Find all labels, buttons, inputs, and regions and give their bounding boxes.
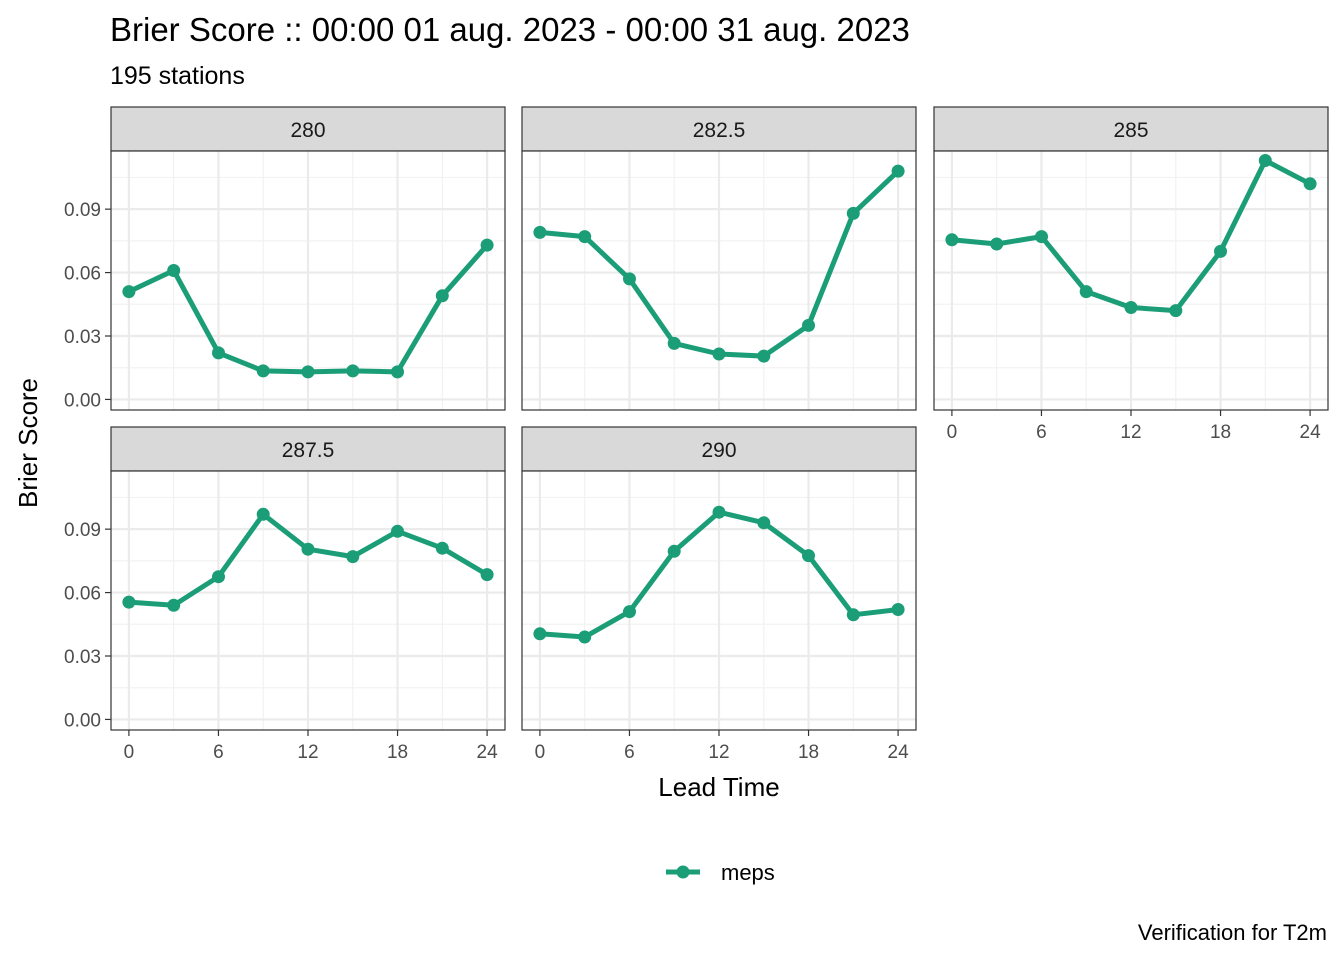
data-point [346, 550, 360, 564]
chart-caption: Verification for T2m [1138, 920, 1327, 945]
facet-strip [521, 106, 917, 152]
data-point [623, 605, 636, 619]
y-tick-label: 0.03 [64, 327, 101, 348]
data-point [578, 230, 592, 244]
x-tick-label: 6 [213, 742, 224, 763]
facet-panel-280: 280 0.00 0.03 0.06 0.09 [64, 106, 506, 411]
data-point [891, 603, 905, 616]
data-point [667, 544, 681, 558]
data-point [212, 346, 225, 360]
facet-strip-label: 282.5 [693, 119, 746, 142]
data-point [802, 549, 815, 563]
legend-label-meps: meps [721, 860, 775, 885]
data-point [533, 627, 547, 641]
facet-panel-287.5: 287.5 0.00 0.03 0.06 0.09 0 6 12 18 24 [64, 426, 506, 763]
data-point [757, 516, 771, 530]
data-point [1214, 244, 1227, 258]
facet-strip-label: 280 [290, 119, 325, 142]
facet-strip-label: 285 [1113, 119, 1148, 142]
data-point [391, 365, 404, 379]
x-tick-label: 18 [387, 742, 408, 763]
data-point [301, 365, 315, 379]
data-point [167, 598, 181, 612]
x-tick-label: 24 [888, 742, 910, 763]
data-point [712, 505, 726, 519]
data-point [578, 630, 592, 644]
x-tick-label: 18 [1210, 422, 1231, 443]
data-point [1169, 304, 1183, 318]
data-point [167, 264, 181, 277]
data-point [802, 318, 815, 332]
panel-border [110, 150, 506, 411]
data-point [990, 237, 1004, 251]
x-tick-label: 0 [124, 742, 135, 763]
facet-strip [110, 426, 506, 472]
y-tick-label: 0.06 [64, 264, 101, 285]
facet-strip [521, 426, 917, 472]
x-tick-label: 6 [624, 742, 635, 763]
data-point [846, 608, 860, 622]
x-tick-label: 24 [1300, 422, 1322, 443]
chart-title: Brier Score :: 00:00 01 aug. 2023 - 00:0… [110, 11, 910, 48]
data-point [256, 364, 270, 378]
data-point [667, 336, 681, 350]
legend-key-point [676, 865, 690, 879]
data-point [1035, 230, 1048, 244]
x-tick-label: 0 [947, 422, 958, 443]
data-point [346, 364, 360, 378]
x-tick-label: 24 [477, 742, 499, 763]
x-tick-label: 12 [708, 742, 729, 763]
x-tick-label: 12 [1120, 422, 1141, 443]
data-point [1079, 285, 1093, 299]
data-point [891, 164, 905, 178]
x-tick-label: 18 [798, 742, 819, 763]
data-point [945, 233, 959, 247]
y-tick-label: 0.00 [64, 710, 101, 731]
data-point [435, 541, 449, 555]
data-point [623, 272, 636, 286]
y-axis-label: Brier Score [13, 378, 43, 508]
facet-panel-290: 290 0 6 12 18 24 [521, 426, 917, 763]
data-point [533, 225, 547, 239]
y-tick-label: 0.03 [64, 647, 101, 668]
data-point [712, 347, 726, 361]
facet-panel-285: 285 0 6 12 18 24 [933, 106, 1329, 443]
data-point [212, 570, 225, 584]
data-point [1124, 301, 1138, 314]
y-tick-label: 0.09 [64, 200, 101, 221]
data-point [435, 289, 449, 303]
data-point [391, 524, 404, 538]
data-point [122, 595, 136, 609]
data-point [480, 568, 494, 582]
y-tick-label: 0.09 [64, 520, 101, 541]
chart-subtitle: 195 stations [110, 62, 245, 90]
data-point [122, 285, 136, 299]
data-point [1303, 177, 1317, 191]
data-point [846, 206, 860, 220]
data-point [301, 542, 315, 556]
x-tick-label: 12 [297, 742, 318, 763]
data-point [1258, 154, 1272, 167]
facet-strip [110, 106, 506, 152]
y-tick-label: 0.00 [64, 390, 101, 411]
facet-panel-282.5: 282.5 [521, 106, 917, 411]
legend: meps [666, 860, 775, 885]
facet-strip-label: 290 [701, 439, 736, 462]
data-point [480, 238, 494, 252]
x-tick-label: 0 [535, 742, 546, 763]
facet-strip-label: 287.5 [282, 439, 335, 462]
y-tick-label: 0.06 [64, 584, 101, 605]
data-point [256, 507, 270, 521]
panel-border [521, 150, 917, 411]
data-point [757, 349, 771, 363]
x-axis-label: Lead Time [658, 772, 779, 802]
x-tick-label: 6 [1036, 422, 1047, 443]
facet-strip [933, 106, 1329, 152]
